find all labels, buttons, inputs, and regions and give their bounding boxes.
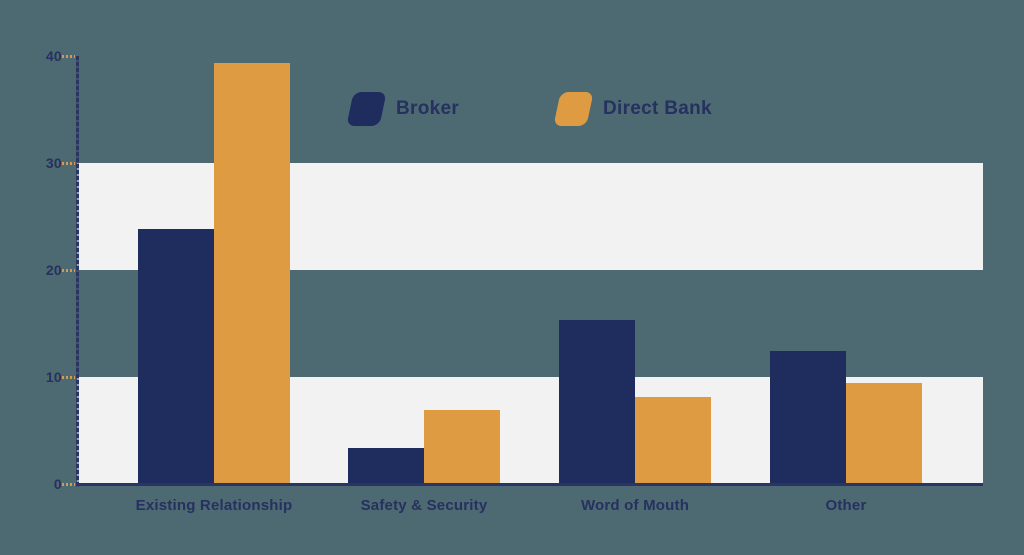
y-tick-mark: [62, 55, 75, 58]
y-axis-label: 40: [45, 48, 62, 64]
y-axis-label: 20: [45, 262, 62, 278]
legend-item-broker: Broker: [346, 91, 460, 127]
y-axis-label: 0: [53, 476, 62, 492]
bar-direct-bank: [214, 63, 290, 484]
x-axis-line: [76, 483, 983, 486]
x-axis-label: Safety & Security: [360, 497, 488, 514]
bar-direct-bank: [424, 410, 500, 484]
bar-broker: [559, 320, 635, 484]
bar-direct-bank: [846, 383, 922, 484]
bar-broker: [770, 351, 846, 484]
bar-direct-bank: [635, 397, 711, 484]
bar-broker: [348, 447, 424, 484]
legend-swatch-direct-bank-icon: [553, 92, 594, 126]
x-axis-label: Existing Relationship: [135, 497, 293, 514]
y-tick-mark: [62, 162, 75, 165]
y-tick-mark: [62, 269, 75, 272]
bar-broker: [138, 229, 214, 484]
legend-label-direct-bank: Direct Bank: [603, 98, 712, 119]
y-axis-label: 10: [45, 369, 62, 385]
legend-swatch-broker-icon: [346, 92, 387, 126]
legend-label-broker: Broker: [396, 98, 460, 119]
y-axis-line: [76, 56, 79, 487]
x-axis-label: Other: [825, 497, 867, 514]
legend: Broker Direct Bank: [0, 91, 1024, 129]
y-tick-mark: [62, 483, 75, 486]
y-tick-mark: [62, 376, 75, 379]
y-axis-label: 30: [45, 155, 62, 171]
x-axis-label: Word of Mouth: [580, 497, 690, 514]
legend-item-direct-bank: Direct Bank: [553, 91, 712, 127]
